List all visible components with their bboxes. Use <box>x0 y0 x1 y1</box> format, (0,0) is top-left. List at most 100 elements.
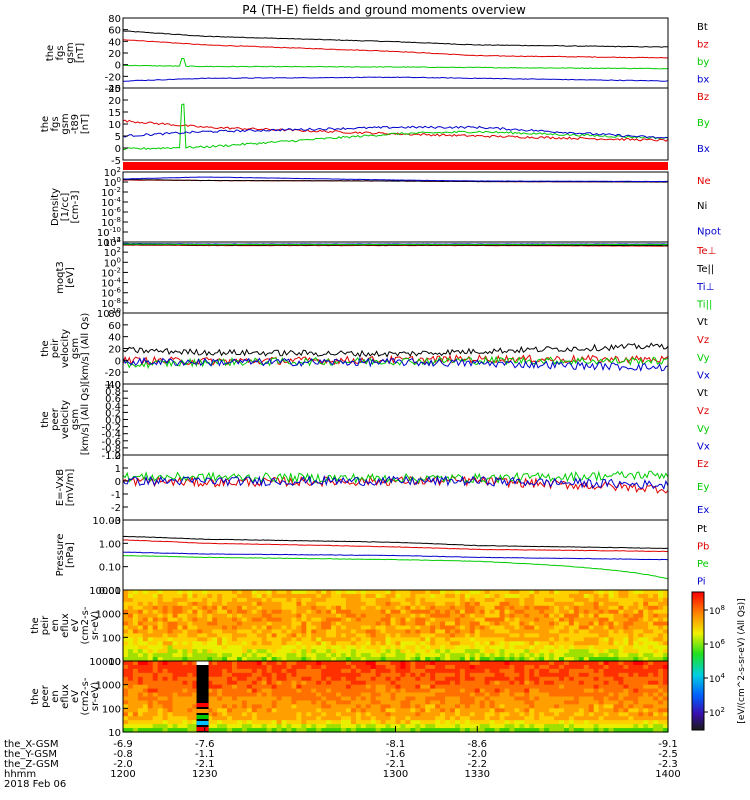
y-axis-label: the <box>30 688 41 704</box>
footer-value: 1300 <box>383 769 408 780</box>
y-axis-label: fgs <box>55 45 66 60</box>
y-tick-label: 0 <box>115 356 121 367</box>
y-axis-label: [cm-3] <box>70 190 81 223</box>
figure-title: P4 (TH-E) fields and ground moments over… <box>242 3 526 17</box>
y-axis-label: gsm <box>70 409 81 430</box>
footer-value: -2.0 <box>113 759 133 770</box>
series-line-2-2 <box>122 103 669 151</box>
panel-9: 10000 1000 100 10 the peir en eflux eV (cm2-s-sr-… <box>30 586 669 668</box>
y-tick-label: 20 <box>108 49 121 60</box>
panel-frame <box>122 383 669 456</box>
footer-value: -2.5 <box>658 749 678 760</box>
y-tick-label: 2 <box>115 451 121 462</box>
y-tick-label: 10 <box>108 657 121 668</box>
y-tick-label: 0.8 <box>105 387 121 398</box>
y-axis-label: en <box>50 619 61 632</box>
panel-frame <box>122 171 669 243</box>
y-tick-label: 80 <box>108 309 121 320</box>
y-tick-label: 0 <box>115 61 121 72</box>
series-line-7-2 <box>122 470 669 485</box>
series-line-8-2 <box>123 539 669 553</box>
legend-pe: Pe <box>697 559 709 570</box>
legend-pi: Pi <box>697 577 706 588</box>
series-line-1-2 <box>122 39 669 59</box>
footer-value: 1230 <box>192 769 217 780</box>
y-axis-label: gsm <box>70 338 81 359</box>
y-tick-label: 1000 <box>96 681 121 692</box>
legend-te: Te⊥ <box>696 246 716 257</box>
legend-vy: Vy <box>697 424 710 435</box>
footer-row-label: the_Y-GSM <box>4 749 57 760</box>
y-axis-label: eflux <box>60 684 71 709</box>
y-axis-label: fgs <box>50 116 61 131</box>
y-axis-label: Pressure <box>55 534 66 577</box>
y-tick-label: 15 <box>108 108 121 119</box>
y-tick-label: 0 <box>115 477 121 488</box>
footer-value: -2.2 <box>467 759 487 770</box>
series-line-4-4 <box>123 243 669 246</box>
footer-value: -9.1 <box>658 739 678 750</box>
footer-value: -2.1 <box>195 759 215 770</box>
y-axis-label: E=-VxB <box>55 469 66 506</box>
y-tick-label: -0.2 <box>101 423 121 434</box>
y-tick-label: 80 <box>108 14 121 25</box>
series-line-7-3 <box>122 474 669 490</box>
legend-vz: Vz <box>697 335 709 346</box>
y-tick-label: 0.6 <box>105 394 121 405</box>
panel-7: 2 1 0 -1 -2 -3 E=-VxB [mV/m] Ez Ey Ex <box>55 451 709 527</box>
y-axis-label: peir <box>40 615 51 635</box>
y-tick-label: -40 <box>105 380 121 391</box>
series-line-1-1 <box>122 30 669 48</box>
y-tick-label: 0.0 <box>105 416 121 427</box>
y-axis-label: eV <box>70 690 81 703</box>
y-tick-label: 40 <box>108 333 121 344</box>
panel-3: 10210010-210-410-610-810-1010-12Density[… <box>50 162 721 249</box>
y-tick-label: 40 <box>108 37 121 48</box>
y-axis-label: [nT] <box>80 114 91 134</box>
y-tick-label: -40 <box>105 84 121 95</box>
series-line-7-1 <box>122 475 669 494</box>
y-axis-label: eflux <box>60 613 71 638</box>
y-axis-label: moqt3 <box>55 261 66 294</box>
y-axis-label: en <box>50 690 61 703</box>
footer-value: -2.0 <box>467 749 487 760</box>
y-tick-label: 10 <box>108 728 121 739</box>
legend-ti: Ti|| <box>696 300 712 311</box>
y-tick-label: 10 <box>108 120 121 131</box>
footer-row-label: the_X-GSM <box>4 739 58 750</box>
footer-value: 1200 <box>110 769 135 780</box>
series-line-5-1 <box>122 342 669 358</box>
y-tick-label: 60 <box>108 26 121 37</box>
colorbar: 108 106 104 102 [eV/(cm^2-s-sr-eV) (All Qs)] <box>691 591 747 731</box>
colorbar-label: [eV/(cm^2-s-sr-eV) (All Qs)] <box>737 598 747 723</box>
legend-vx: Vx <box>697 371 710 382</box>
y-tick-label: -5 <box>111 156 121 167</box>
legend-npot: Npot <box>697 226 721 237</box>
footer-value: -0.8 <box>113 749 133 760</box>
colorbar-tick: 108 <box>709 604 725 617</box>
series-line-2-3 <box>122 125 669 139</box>
colorbar-tick: 104 <box>709 672 725 685</box>
footer-value: -8.6 <box>467 739 487 750</box>
y-tick-label: -1.0 <box>101 451 121 462</box>
y-axis-label: the <box>40 340 51 356</box>
y-axis-label: [eV] <box>65 267 76 288</box>
y-axis-label: gsm <box>60 113 71 134</box>
legend-vx: Vx <box>697 442 710 453</box>
legend-by: By <box>697 118 710 129</box>
y-axis-label: gsm <box>65 42 76 63</box>
legend-ex: Ex <box>697 505 709 516</box>
footer-value: -1.6 <box>386 749 406 760</box>
y-tick-label: 100 <box>102 704 121 715</box>
y-tick-label: -0.6 <box>101 437 121 448</box>
y-tick-label: -0.8 <box>101 444 121 455</box>
y-tick-label: 0.2 <box>105 408 121 419</box>
y-tick-label: -20 <box>105 72 121 83</box>
panel-frame <box>122 519 669 591</box>
series-line-8-4 <box>122 551 669 561</box>
y-tick-label: 20 <box>108 345 121 356</box>
panel-6: 1.00.80.60.40.20.0-0.2-0.4-0.6-0.8-1.0 th… <box>40 380 710 462</box>
y-tick-label: 1000 <box>96 610 121 621</box>
y-axis-label: [nPa] <box>65 542 76 568</box>
